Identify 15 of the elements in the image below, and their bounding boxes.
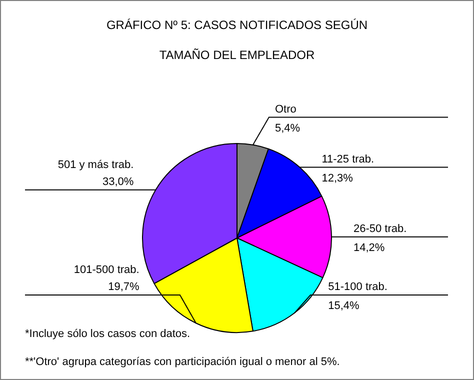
slice-label: Otro (274, 103, 296, 116)
data-label: 15,4% (328, 300, 360, 312)
data-label: 14,2% (353, 242, 385, 254)
slice-label: 26-50 trab. (353, 222, 407, 235)
slice-label: 101-500 trab. (74, 264, 140, 276)
data-label: 5,4% (274, 122, 300, 134)
chart-title: GRÁFICO Nº 5: CASOS NOTIFICADOS SEGÚN TAMAÑO DEL EMPLEADOR (106, 18, 368, 62)
slice-label: 51-100 trab. (328, 281, 388, 293)
data-label: 12,3% (322, 172, 354, 184)
data-label: 19,7% (108, 281, 140, 293)
slice-label: 501 y más trab. (58, 158, 134, 171)
data-label: 33,0% (102, 176, 134, 188)
text: **'Otro' agrupa categorías con participación igual o menor al 5%. (25, 356, 340, 370)
slice-label: 11-25 trab. (322, 153, 374, 166)
text: *Incluye sólo los casos con datos. (25, 328, 192, 342)
